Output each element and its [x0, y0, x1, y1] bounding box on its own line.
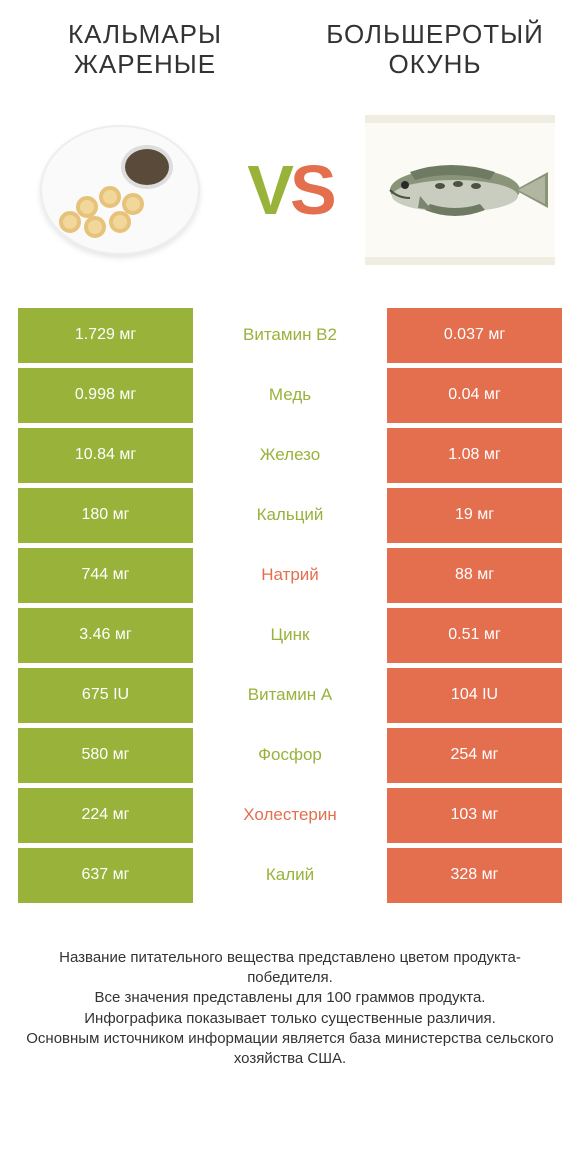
right-product-title: Большеротый окунь: [310, 20, 560, 80]
cell-nutrient-name: Цинк: [193, 608, 387, 663]
table-row: 10.84 мгЖелезо1.08 мг: [18, 428, 562, 483]
table-row: 744 мгНатрий88 мг: [18, 548, 562, 603]
left-product-title: Кальмары жареные: [20, 20, 270, 80]
cell-right-value: 88 мг: [387, 548, 562, 603]
table-row: 637 мгКалий328 мг: [18, 848, 562, 903]
fish-icon: [370, 150, 550, 230]
images-row: VS: [0, 80, 580, 290]
cell-right-value: 328 мг: [387, 848, 562, 903]
footer-line: Все значения представлены для 100 граммо…: [25, 988, 555, 1008]
cell-left-value: 580 мг: [18, 728, 193, 783]
cell-right-value: 103 мг: [387, 788, 562, 843]
cell-right-value: 104 IU: [387, 668, 562, 723]
cell-nutrient-name: Холестерин: [193, 788, 387, 843]
left-product-image: [20, 110, 220, 270]
cell-left-value: 1.729 мг: [18, 308, 193, 363]
cell-nutrient-name: Витамин A: [193, 668, 387, 723]
table-row: 1.729 мгВитамин B20.037 мг: [18, 308, 562, 363]
right-product-image: [360, 110, 560, 270]
footer-notes: Название питательного вещества представл…: [0, 908, 580, 1070]
cell-left-value: 180 мг: [18, 488, 193, 543]
table-row: 3.46 мгЦинк0.51 мг: [18, 608, 562, 663]
cell-right-value: 1.08 мг: [387, 428, 562, 483]
cell-left-value: 744 мг: [18, 548, 193, 603]
footer-line: Инфографика показывает только существенн…: [25, 1009, 555, 1029]
table-row: 224 мгХолестерин103 мг: [18, 788, 562, 843]
cell-right-value: 0.037 мг: [387, 308, 562, 363]
footer-line: Название питательного вещества представл…: [25, 948, 555, 989]
cell-left-value: 10.84 мг: [18, 428, 193, 483]
cell-left-value: 0.998 мг: [18, 368, 193, 423]
vs-label: VS: [247, 150, 332, 230]
cell-left-value: 637 мг: [18, 848, 193, 903]
vs-v: V: [247, 150, 290, 230]
cell-nutrient-name: Фосфор: [193, 728, 387, 783]
cell-nutrient-name: Калий: [193, 848, 387, 903]
header: Кальмары жареные Большеротый окунь: [0, 0, 580, 80]
cell-nutrient-name: Медь: [193, 368, 387, 423]
cell-left-value: 3.46 мг: [18, 608, 193, 663]
cell-right-value: 254 мг: [387, 728, 562, 783]
cell-left-value: 224 мг: [18, 788, 193, 843]
table-row: 0.998 мгМедь0.04 мг: [18, 368, 562, 423]
cell-nutrient-name: Кальций: [193, 488, 387, 543]
vs-s: S: [290, 150, 333, 230]
cell-left-value: 675 IU: [18, 668, 193, 723]
cell-right-value: 19 мг: [387, 488, 562, 543]
cell-nutrient-name: Витамин B2: [193, 308, 387, 363]
cell-right-value: 0.04 мг: [387, 368, 562, 423]
cell-nutrient-name: Натрий: [193, 548, 387, 603]
table-row: 675 IUВитамин A104 IU: [18, 668, 562, 723]
cell-nutrient-name: Железо: [193, 428, 387, 483]
comparison-table: 1.729 мгВитамин B20.037 мг0.998 мгМедь0.…: [0, 290, 580, 903]
table-row: 180 мгКальций19 мг: [18, 488, 562, 543]
table-row: 580 мгФосфор254 мг: [18, 728, 562, 783]
cell-right-value: 0.51 мг: [387, 608, 562, 663]
footer-line: Основным источником информации является …: [25, 1029, 555, 1070]
